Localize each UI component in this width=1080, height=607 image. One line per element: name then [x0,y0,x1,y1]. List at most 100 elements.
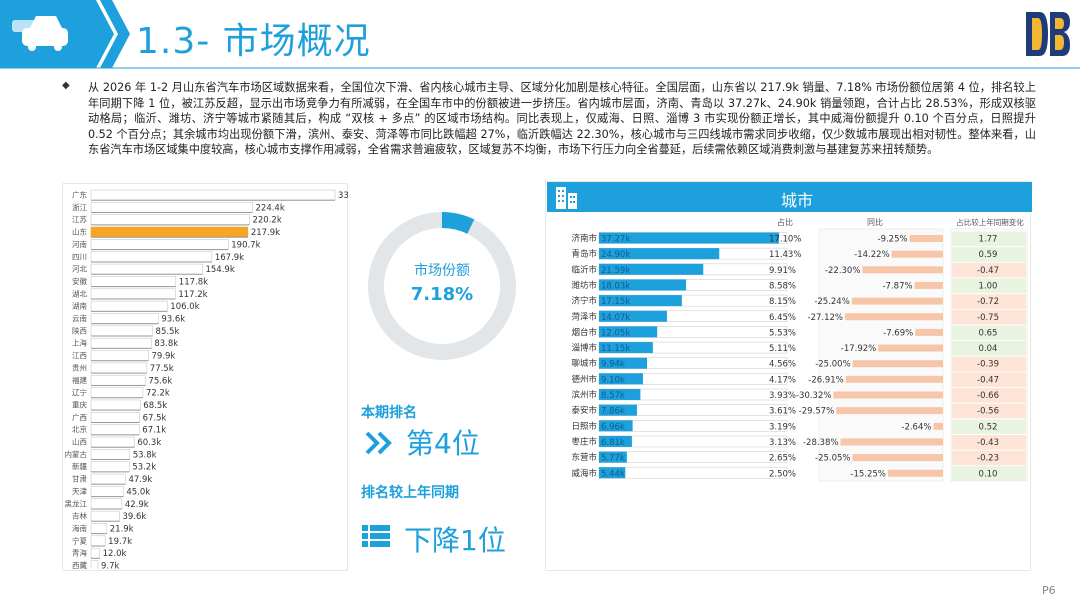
share-change-cell [952,231,1026,247]
share-change-label: -0.23 [977,454,999,464]
share-change-cell [952,309,1026,325]
province-value-label: 67.1k [142,426,166,436]
city-label: 东营市 [571,452,597,463]
share-change-cell [952,294,1026,309]
province-bar [90,486,124,497]
province-label: 浙江 [72,202,87,212]
share-change-cell [952,403,1026,419]
province-bar [90,449,131,460]
share-change-cell [952,419,1026,434]
province-label: 河北 [72,265,87,274]
share-change-cell [952,466,1026,481]
province-bar [90,362,148,374]
volume-bar [599,389,641,400]
volume-bar [599,435,632,447]
province-label: 河南 [72,239,87,249]
building-icon [556,187,577,209]
province-label: 福建 [72,375,87,385]
volume-bar [599,248,720,260]
province-value-label: 39.6k [123,512,147,522]
province-label: 贵州 [72,362,87,372]
volume-label: 9.10k [601,375,625,385]
province-label: 陕西 [72,325,87,335]
share-change-label: -0.72 [977,297,999,307]
yoy-label: -25.05% [815,454,850,464]
province-value-label: 77.5k [150,364,174,374]
volume-bar [599,342,653,354]
province-value-label: 224.4k [256,203,285,213]
share-change-label: 0.04 [979,344,998,354]
province-bar [90,350,149,361]
share-change-label: 0.52 [979,422,998,432]
city-label: 临沂市 [571,264,597,275]
share-label: 3.93% [769,391,796,401]
province-label: 海南 [72,523,87,533]
share-label: 3.61% [769,407,796,417]
province-value-label: 53.8k [133,450,157,460]
rank-yoy-value: 下降1位 [404,524,506,557]
yoy-label: -22.30% [825,266,860,276]
yoy-bar [845,313,943,321]
city-label: 潍坊市 [571,280,597,291]
province-value-label: 167.9k [215,253,244,263]
yoy-bar [852,454,943,462]
city-label: 聊城市 [571,358,597,369]
volume-bar [599,404,637,416]
share-label: 2.65% [769,454,796,464]
list-icon [362,525,390,547]
yoy-label: -27.12% [808,313,843,323]
car-icon [12,16,68,51]
volume-label: 8.57k [601,391,625,401]
share-label: 17.10% [769,235,801,245]
province-label: 天津 [72,487,87,496]
volume-label: 9.94k [601,360,625,370]
province-value-label: 12.0k [103,549,127,559]
share-change-label: -0.56 [977,407,999,417]
yoy-label: -14.22% [854,250,889,260]
yoy-label: -2.64% [901,422,931,432]
share-change-cell [952,262,1026,278]
province-bar [90,498,123,510]
province-bar [90,523,108,534]
share-label: 11.43% [769,250,801,260]
yoy-bar [909,235,943,242]
province-bar [90,300,168,312]
province-value-label: 67.5k [143,413,167,423]
share-change-label: -0.66 [977,391,999,401]
rank-label: 本期排名 [361,405,417,421]
share-change-cell [952,247,1026,262]
province-value-label: 19.7k [108,537,132,547]
share-change-label: -0.39 [977,360,999,370]
volume-bar [599,373,643,385]
volume-bar-track [598,451,788,463]
province-chart-panel [62,183,348,571]
yoy-label: -28.38% [803,438,838,448]
province-bar [90,399,141,411]
share-change-cell [952,341,1026,356]
province-bar [90,276,177,287]
province-value-label: 217.9k [251,228,280,238]
share-change-cell [952,278,1026,294]
volume-label: 37.27k [601,235,630,245]
province-value-label: 72.2k [146,389,170,399]
province-label: 四川 [72,252,87,261]
province-bar [90,189,336,201]
market-share-donut [368,212,516,360]
province-bar [90,374,146,386]
volume-bar [599,295,682,307]
yoy-bar [887,469,943,477]
province-bar [90,239,229,250]
yoy-bar [862,266,943,274]
province-bar [90,387,144,398]
yoy-label: -29.57% [799,407,834,417]
yoy-bar [845,375,943,383]
province-value-label: 220.2k [252,216,281,226]
city-label: 济宁市 [571,296,597,307]
province-value-label: 60.3k [137,438,161,448]
share-label: 9.91% [769,266,796,276]
bullet-icon: ◆ [62,80,70,91]
market-share-label: 市场份额 [414,263,470,279]
province-bar [90,424,140,435]
volume-bar [599,467,626,479]
